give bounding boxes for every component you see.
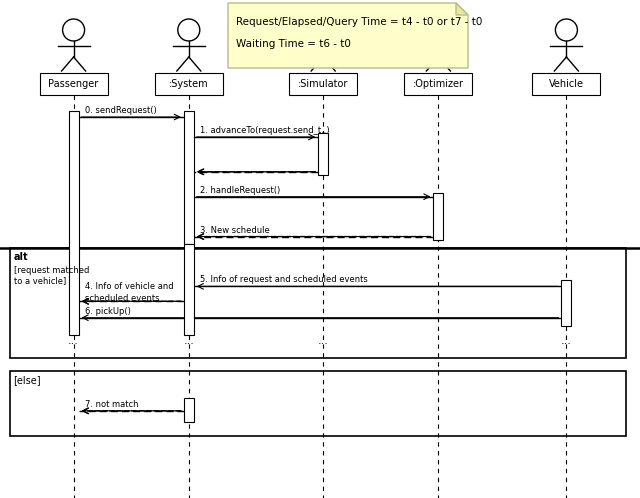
Bar [10, 371, 626, 436]
Bar [155, 73, 223, 95]
Text: Waiting Time = t6 - t0: Waiting Time = t6 - t0 [236, 39, 351, 49]
Text: Passenger: Passenger [49, 79, 99, 89]
Polygon shape [456, 3, 468, 15]
Text: alt: alt [13, 251, 28, 261]
Text: :Optimizer: :Optimizer [413, 79, 464, 89]
Text: :System: :System [169, 79, 209, 89]
Text: 7. not match: 7. not match [84, 400, 138, 409]
Bar [433, 193, 444, 240]
Text: scheduled events: scheduled events [84, 294, 159, 303]
Text: :Simulator: :Simulator [298, 79, 348, 89]
Bar [40, 73, 108, 95]
Text: 0. sendRequest(): 0. sendRequest() [84, 106, 156, 115]
Text: Vehicle: Vehicle [549, 79, 584, 89]
Bar [289, 73, 357, 95]
Bar [184, 244, 194, 335]
Text: 5. Info of request and scheduled events: 5. Info of request and scheduled events [200, 275, 367, 284]
Text: 3. New schedule: 3. New schedule [200, 226, 269, 235]
Text: 2. handleRequest(): 2. handleRequest() [200, 186, 280, 195]
Bar [561, 280, 572, 326]
Text: ...: ... [318, 336, 328, 346]
Text: [else]: [else] [13, 375, 41, 385]
Text: 4. Info of vehicle and: 4. Info of vehicle and [84, 282, 173, 291]
Text: ...: ... [68, 336, 79, 346]
Bar [404, 73, 472, 95]
Text: [request matched
to a vehicle]: [request matched to a vehicle] [13, 265, 89, 285]
Text: 6. pickUp(): 6. pickUp() [84, 307, 131, 316]
Polygon shape [228, 3, 468, 68]
Bar [10, 248, 626, 358]
Text: ...: ... [184, 336, 194, 346]
Bar [184, 398, 194, 422]
Bar [184, 111, 194, 244]
Text: 1. advanceTo(request.send_t..): 1. advanceTo(request.send_t..) [200, 126, 330, 135]
Text: Request/Elapsed/Query Time = t4 - t0 or t7 - t0: Request/Elapsed/Query Time = t4 - t0 or … [236, 17, 483, 27]
Text: ...: ... [561, 336, 572, 346]
Bar [318, 133, 328, 175]
Bar [68, 111, 79, 335]
Bar [532, 73, 600, 95]
